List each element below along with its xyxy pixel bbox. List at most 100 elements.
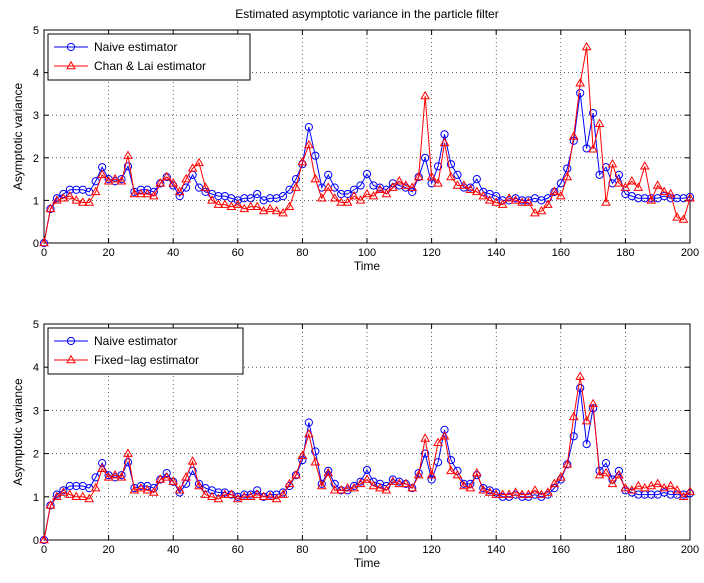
- data-point-triangle: [465, 482, 476, 492]
- data-point-circle: [446, 160, 456, 169]
- data-point-triangle: [678, 491, 689, 501]
- data-point-triangle: [316, 193, 327, 202]
- data-point-triangle: [136, 188, 146, 198]
- data-point-circle: [349, 185, 359, 194]
- data-point-triangle: [426, 469, 437, 479]
- data-point-circle: [672, 490, 682, 499]
- data-point-triangle: [549, 478, 560, 488]
- data-point-triangle: [252, 489, 263, 498]
- data-point-triangle: [652, 478, 663, 488]
- data-point-circle: [266, 490, 275, 499]
- data-point-circle: [214, 488, 223, 497]
- data-point-triangle: [568, 411, 579, 421]
- data-point-circle: [72, 185, 81, 194]
- x-tick-label: 180: [616, 544, 634, 556]
- data-point-triangle: [407, 182, 418, 191]
- x-tick-label: 60: [232, 544, 244, 556]
- data-point-triangle: [323, 467, 334, 477]
- y-tick-label: 2: [33, 153, 39, 165]
- data-point-triangle: [278, 489, 288, 498]
- data-point-triangle: [39, 237, 49, 247]
- data-point-triangle: [459, 180, 469, 189]
- x-tick-label: 80: [296, 544, 308, 556]
- y-tick-label: 3: [33, 405, 39, 417]
- y-axis-label: Asymptotic variance: [11, 82, 25, 190]
- data-point-triangle: [652, 180, 663, 189]
- data-point-triangle: [627, 176, 637, 185]
- data-point-circle: [453, 170, 462, 179]
- data-point-triangle: [575, 371, 586, 380]
- data-point-triangle: [536, 205, 547, 215]
- data-point-triangle: [362, 188, 372, 198]
- data-point-circle: [589, 108, 598, 118]
- x-tick-label: 100: [358, 544, 376, 556]
- data-point-triangle: [646, 480, 657, 490]
- data-point-circle: [304, 418, 313, 427]
- y-tick-label: 2: [33, 449, 39, 461]
- data-point-triangle: [90, 482, 101, 492]
- x-tick-label: 140: [487, 544, 505, 556]
- data-point-triangle: [413, 469, 424, 479]
- data-point-triangle: [614, 178, 624, 187]
- data-point-circle: [356, 181, 365, 190]
- data-point-triangle: [123, 150, 133, 159]
- data-point-circle: [240, 194, 249, 203]
- legend-box: [47, 33, 251, 81]
- data-point-circle: [492, 192, 501, 201]
- data-point-triangle: [439, 137, 450, 147]
- data-point-circle: [311, 447, 320, 456]
- data-point-triangle: [245, 201, 256, 211]
- data-point-triangle: [45, 500, 56, 509]
- data-point-triangle: [84, 197, 95, 206]
- data-point-triangle: [39, 534, 49, 544]
- x-tick-label: 40: [167, 544, 179, 556]
- x-tick-label: 60: [232, 247, 244, 259]
- x-tick-label: 0: [41, 247, 47, 259]
- data-point-triangle: [665, 480, 676, 490]
- data-point-circle: [634, 490, 643, 499]
- data-point-triangle: [271, 205, 282, 215]
- data-point-triangle: [497, 489, 508, 498]
- data-point-triangle: [110, 173, 120, 183]
- data-point-triangle: [52, 195, 62, 204]
- legend: Naive estimator Fixed−lag estimator: [47, 327, 244, 375]
- data-point-triangle: [148, 487, 159, 496]
- data-point-circle: [194, 479, 204, 488]
- data-point-triangle: [575, 78, 586, 87]
- data-point-triangle: [375, 482, 385, 492]
- data-point-circle: [582, 439, 591, 449]
- data-point-triangle: [588, 398, 598, 408]
- data-point-circle: [253, 486, 262, 495]
- data-point-triangle: [336, 197, 347, 206]
- data-point-triangle: [446, 465, 456, 475]
- data-point-circle: [408, 187, 417, 196]
- y-tick-label: 4: [33, 68, 39, 80]
- data-point-triangle: [329, 485, 340, 494]
- data-point-triangle: [64, 489, 75, 498]
- data-point-triangle: [297, 450, 308, 459]
- data-point-triangle: [187, 163, 198, 172]
- data-point-triangle: [258, 205, 269, 215]
- data-point-triangle: [239, 203, 250, 213]
- x-tick-label: 140: [487, 247, 505, 259]
- data-point-triangle: [291, 469, 301, 479]
- data-point-circle: [362, 465, 372, 475]
- data-point-triangle: [52, 491, 62, 501]
- data-point-circle: [240, 490, 249, 499]
- data-point-triangle: [627, 485, 637, 494]
- data-point-triangle: [284, 478, 295, 488]
- data-point-circle: [253, 189, 262, 199]
- data-point-triangle: [639, 161, 650, 170]
- data-point-triangle: [394, 176, 405, 185]
- data-point-triangle: [355, 195, 366, 204]
- data-point-triangle: [381, 188, 392, 198]
- data-point-triangle: [329, 193, 340, 202]
- x-tick-label: 100: [358, 247, 376, 259]
- data-point-triangle: [349, 190, 359, 200]
- data-point-triangle: [213, 493, 224, 503]
- data-point-triangle: [678, 214, 689, 223]
- data-point-triangle: [220, 489, 230, 498]
- data-point-triangle: [342, 197, 353, 206]
- data-point-circle: [304, 123, 313, 132]
- data-point-triangle: [471, 186, 482, 196]
